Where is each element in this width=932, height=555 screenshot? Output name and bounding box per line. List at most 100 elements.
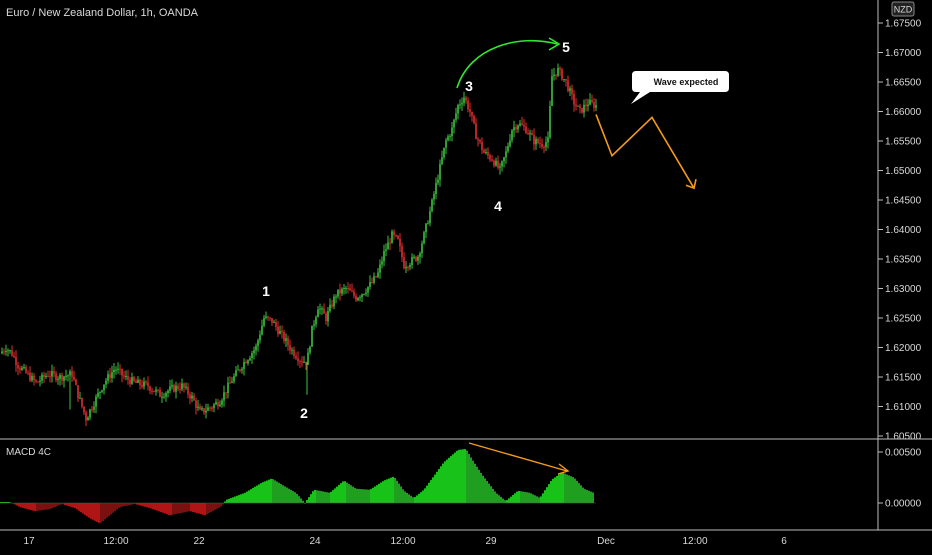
macd-bar xyxy=(400,486,402,503)
macd-bar xyxy=(506,500,508,503)
macd-bar xyxy=(88,503,90,518)
macd-bar xyxy=(128,503,130,506)
macd-bar xyxy=(536,496,538,503)
candle-up xyxy=(107,374,109,381)
time-tick-label: 6 xyxy=(781,536,787,547)
candle-up xyxy=(221,400,223,405)
green-arrow-head xyxy=(548,37,561,51)
macd-bar xyxy=(162,503,164,513)
macd-bar xyxy=(454,452,456,503)
candle-up xyxy=(89,409,91,418)
macd-bar xyxy=(560,473,562,503)
candle-down xyxy=(323,308,325,314)
candle-down xyxy=(339,289,341,294)
candle-up xyxy=(315,317,317,325)
macd-bar xyxy=(504,500,506,503)
candle-up xyxy=(105,380,107,385)
candle-up xyxy=(413,256,415,258)
candle-up xyxy=(509,140,511,147)
candle-down xyxy=(123,375,125,377)
macd-bar xyxy=(430,480,432,503)
macd-bar xyxy=(78,503,80,511)
macd-bar xyxy=(36,503,38,511)
candle-down xyxy=(109,374,111,378)
candle-down xyxy=(91,409,93,411)
wave-label-2: 2 xyxy=(300,405,308,421)
macd-bar xyxy=(84,503,86,515)
candle-down xyxy=(479,139,481,142)
candle-down xyxy=(325,313,327,322)
candle-down xyxy=(25,367,27,373)
macd-bar xyxy=(478,469,480,503)
macd-bar xyxy=(410,495,412,503)
macd-axis[interactable]: 0.00500 0.00000 xyxy=(0,448,922,510)
macd-bar xyxy=(176,503,178,514)
candle-up xyxy=(379,264,381,273)
candle-up xyxy=(79,397,81,399)
candle-up xyxy=(499,166,501,168)
macd-bar xyxy=(290,489,292,503)
candle-down xyxy=(275,322,277,327)
macd-bar xyxy=(252,488,254,503)
macd-bar xyxy=(274,480,276,503)
macd-bar xyxy=(270,478,272,503)
candle-up xyxy=(125,376,127,378)
macd-bar xyxy=(484,478,486,503)
price-pane[interactable] xyxy=(1,63,597,427)
candle-down xyxy=(13,355,15,357)
candle-up xyxy=(311,325,313,347)
macd-bar xyxy=(466,450,468,503)
time-axis[interactable]: 17 12:00 22 24 12:00 29 Dec 12:00 6 xyxy=(23,536,787,547)
candle-up xyxy=(373,276,375,283)
macd-bar xyxy=(572,477,574,503)
candle-up xyxy=(439,163,441,180)
candle-up xyxy=(503,157,505,162)
candle-up xyxy=(115,369,117,371)
price-axis[interactable]: 1.67500 1.67000 1.66500 1.66000 1.65500 1.650… xyxy=(878,19,922,443)
macd-pane[interactable] xyxy=(0,449,594,523)
currency-badge-box[interactable] xyxy=(891,1,915,17)
candle-down xyxy=(407,266,409,268)
candle-down xyxy=(145,381,147,383)
macd-bar xyxy=(116,503,118,510)
candle-up xyxy=(345,287,347,289)
macd-bar xyxy=(204,503,206,516)
macd-bar xyxy=(426,485,428,503)
macd-bar xyxy=(230,498,232,503)
wave-expected-callout[interactable]: Wave expected xyxy=(631,71,729,104)
macd-bar xyxy=(198,503,200,514)
macd-bar xyxy=(20,503,22,508)
candle-up xyxy=(9,350,11,352)
macd-bar xyxy=(206,503,208,515)
macd-bar xyxy=(68,503,70,507)
candle-up xyxy=(423,232,425,244)
candle-down xyxy=(157,389,159,391)
candle-up xyxy=(263,318,265,326)
candle-down xyxy=(283,331,285,341)
candle-up xyxy=(553,74,555,77)
candle-down xyxy=(173,385,175,392)
macd-bar xyxy=(406,492,408,503)
candle-down xyxy=(153,390,155,392)
macd-bar xyxy=(372,487,374,503)
candle-up xyxy=(461,103,463,105)
candle-down xyxy=(403,257,405,269)
macd-bar xyxy=(496,493,498,503)
candle-down xyxy=(15,356,17,365)
macd-bar xyxy=(90,503,92,519)
candle-up xyxy=(303,361,305,363)
candle-up xyxy=(63,376,65,381)
macd-bar xyxy=(160,503,162,513)
macd-bar xyxy=(542,493,544,503)
macd-bar xyxy=(320,491,322,503)
candle-down xyxy=(183,383,185,388)
candle-up xyxy=(361,294,363,298)
candle-down xyxy=(591,99,593,103)
macd-bar xyxy=(440,466,442,503)
candle-down xyxy=(133,377,135,381)
macd-bar xyxy=(118,503,120,508)
macd-bar xyxy=(438,469,440,503)
candle-down xyxy=(293,349,295,357)
